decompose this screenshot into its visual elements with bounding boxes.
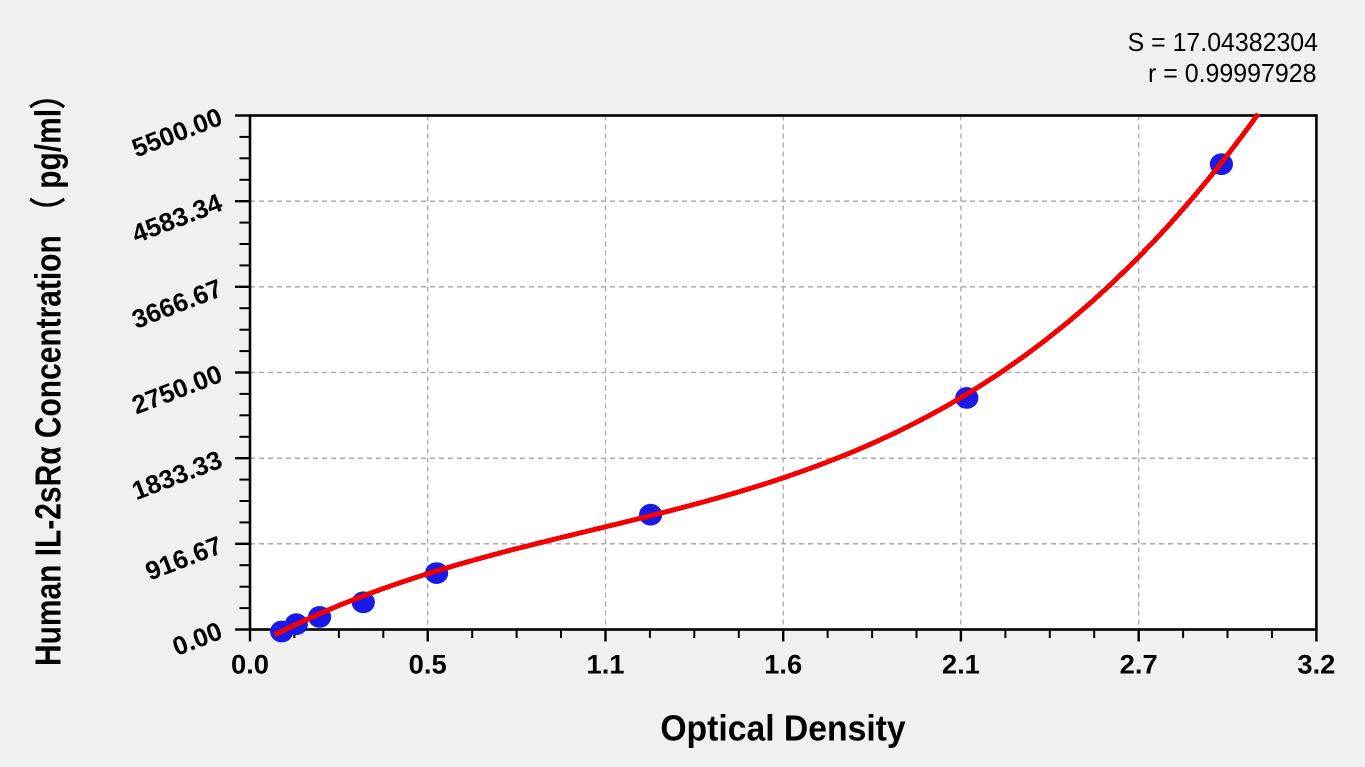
svg-text:3.2: 3.2 — [1297, 650, 1335, 680]
svg-text:1.1: 1.1 — [587, 650, 625, 680]
svg-text:2.1: 2.1 — [942, 650, 980, 680]
svg-text:r = 0.99997928: r = 0.99997928 — [1148, 58, 1317, 88]
svg-text:0.5: 0.5 — [409, 650, 447, 680]
svg-text:2.7: 2.7 — [1120, 650, 1158, 680]
svg-text:1.6: 1.6 — [764, 650, 802, 680]
svg-text:0.0: 0.0 — [231, 650, 269, 680]
svg-text:S = 17.04382304: S = 17.04382304 — [1128, 27, 1318, 57]
svg-text:Optical Density: Optical Density — [660, 707, 905, 748]
svg-text:Human IL-2sRα Concentration （: Human IL-2sRα Concentration （ pg/ml） — [28, 79, 69, 666]
